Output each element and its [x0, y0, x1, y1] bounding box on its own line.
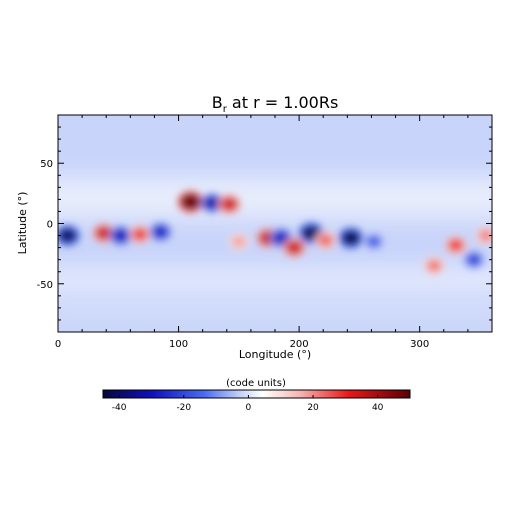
heatmap-feature: [318, 234, 334, 247]
heatmap-feature: [58, 228, 77, 243]
colorbar-ticks: -40 -20 0 20 40: [112, 395, 384, 413]
colorbar-tick-label: -20: [176, 403, 191, 413]
chart-title-main: B: [212, 93, 223, 112]
colorbar-tick-label: -40: [112, 403, 127, 413]
heatmap-feature: [478, 229, 492, 242]
y-axis-label: Latitude (°): [16, 192, 29, 255]
heatmap-feature: [203, 196, 221, 210]
heatmap-feature: [285, 240, 303, 255]
heatmap-band: [58, 271, 492, 287]
heatmap-feature: [231, 235, 246, 248]
heatmap-feature: [366, 235, 382, 248]
x-tick-label: 300: [410, 339, 429, 350]
heatmap-feature: [448, 238, 464, 252]
colorbar: [102, 389, 411, 399]
heatmap-feature: [112, 228, 130, 243]
heatmap-feature: [132, 228, 148, 241]
heatmap: [58, 115, 492, 332]
heatmap-feature: [341, 230, 361, 246]
colorbar-tick-label: 0: [246, 403, 252, 413]
colorbar-label: (code units): [226, 378, 286, 389]
heatmap-feature: [426, 259, 442, 272]
axis-tick-labels: 0 100 200 300 -50 0 50: [37, 159, 430, 350]
heatmap-features: [58, 190, 492, 275]
chart-title-subscript: r: [223, 104, 228, 115]
heatmap-feature: [466, 253, 482, 266]
heatmap-background: [58, 115, 492, 332]
heatmap-bands: [58, 177, 492, 320]
heatmap-feature: [220, 197, 238, 212]
heatmap-feature: [301, 225, 321, 241]
y-tick-label: 50: [40, 159, 53, 170]
x-tick-label: 200: [290, 339, 309, 350]
heatmap-band: [58, 298, 492, 320]
chart-title-rest: at r = 1.00Rs: [227, 93, 338, 112]
x-tick-label: 100: [169, 339, 188, 350]
heatmap-feature: [272, 231, 290, 245]
heatmap-feature: [180, 193, 201, 210]
axis-ticks: [57, 114, 493, 333]
chart-title: Br at r = 1.00Rs: [212, 93, 339, 115]
y-tick-label: 0: [47, 220, 53, 231]
x-axis-label: Longitude (°): [239, 348, 311, 361]
colorbar-tick-label: 40: [372, 403, 384, 413]
heatmap-feature: [95, 226, 113, 240]
heatmap-band: [58, 177, 492, 218]
x-tick-label: 0: [55, 339, 61, 350]
colorbar-tick-label: 20: [307, 403, 319, 413]
heatmap-feature: [152, 225, 169, 239]
y-tick-label: -50: [37, 280, 53, 291]
